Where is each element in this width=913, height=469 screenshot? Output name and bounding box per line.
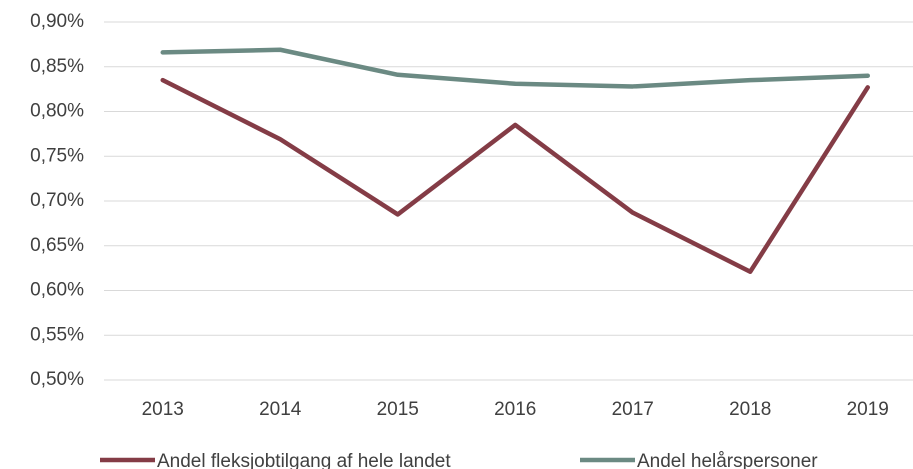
legend-label: Andel fleksjobtilgang af hele landet [157,451,451,469]
x-tick-label: 2014 [259,399,302,420]
x-tick-label: 2013 [142,399,184,420]
x-tick-label: 2017 [612,399,654,420]
x-tick-label: 2018 [729,399,771,420]
line-series [160,77,870,274]
y-tick-label: 0,60% [30,280,84,301]
y-tick-label: 0,70% [30,190,84,211]
x-tick-label: 2015 [377,399,419,420]
y-tick-label: 0,85% [30,56,84,77]
y-tick-label: 0,75% [30,145,84,166]
x-tick-label: 2019 [847,399,889,420]
y-tick-label: 0,50% [30,369,84,390]
y-tick-label: 0,80% [30,101,84,122]
y-tick-label: 0,90% [30,11,84,32]
line-series [160,47,870,89]
legend-label: Andel helårspersoner [637,451,818,469]
x-tick-label: 2016 [494,399,536,420]
y-tick-label: 0,55% [30,324,84,345]
y-tick-label: 0,65% [30,235,84,256]
